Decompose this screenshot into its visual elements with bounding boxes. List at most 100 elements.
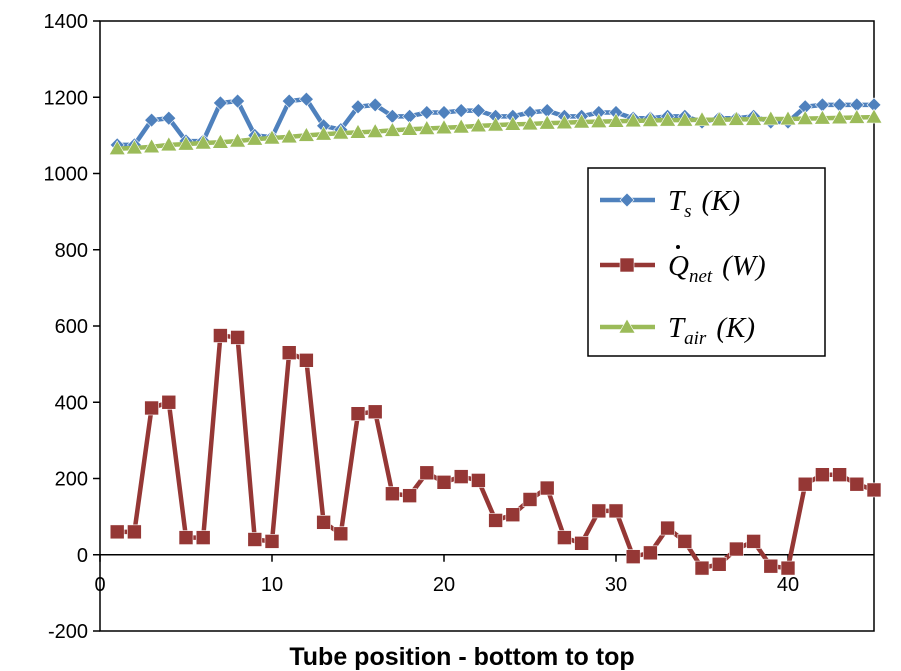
data-point-tair	[435, 119, 453, 135]
data-point-qnet	[815, 467, 830, 482]
data-point-qnet	[109, 524, 125, 540]
data-point-tair	[401, 120, 419, 136]
data-point-tair	[366, 122, 384, 138]
data-point-tair	[280, 128, 298, 144]
data-point-ts	[281, 93, 297, 109]
data-point-tair	[727, 110, 745, 126]
legend-item-ts: Ts (K)	[600, 185, 740, 222]
x-tick-label: 0	[94, 574, 105, 596]
data-point-ts	[350, 99, 366, 115]
data-point-tair	[383, 121, 401, 137]
data-point-tair	[607, 112, 625, 128]
data-point-qnet	[299, 353, 314, 368]
data-point-tair	[624, 112, 642, 128]
data-point-tair	[229, 132, 247, 148]
data-point-qnet	[195, 530, 211, 545]
y-tick-label: 1200	[44, 87, 89, 109]
legend-item-tair: Tair (K)	[600, 312, 755, 349]
dot-accent	[676, 245, 680, 249]
legend-label: Qnet (W)	[668, 250, 766, 287]
data-point-tair	[710, 111, 728, 127]
data-point-qnet	[625, 549, 641, 564]
data-point-qnet	[316, 515, 331, 530]
legend: Ts (K) Qnet (W) Tair (K)	[587, 167, 826, 357]
x-tick-label: 10	[261, 574, 283, 596]
data-point-tair	[418, 119, 436, 135]
data-point-ts	[298, 91, 314, 107]
data-point-qnet	[127, 524, 142, 540]
data-point-tair	[246, 130, 264, 146]
data-point-tair	[315, 125, 333, 141]
data-point-tair	[831, 109, 849, 125]
data-point-qnet	[746, 534, 761, 549]
y-tick-label: 0	[77, 545, 88, 567]
data-point-ts	[367, 97, 383, 113]
data-point-qnet	[161, 394, 177, 410]
data-point-tair	[211, 133, 229, 149]
data-point-qnet	[436, 475, 452, 490]
data-point-qnet	[281, 345, 297, 360]
data-point-tair	[143, 138, 161, 154]
data-point-tair	[590, 113, 608, 128]
legend-label: Tair (K)	[668, 312, 755, 349]
y-tick-label: 1400	[44, 11, 89, 33]
data-point-qnet	[333, 526, 349, 542]
x-tick-label: 40	[777, 574, 799, 596]
data-point-tair	[573, 113, 591, 129]
y-tick-label: 1000	[44, 164, 89, 186]
x-axis-label: Tube position - bottom to top	[289, 643, 634, 671]
data-point-qnet	[677, 534, 693, 549]
x-tick-label: 20	[433, 574, 455, 596]
data-point-qnet	[144, 400, 159, 416]
data-point-tair	[848, 108, 866, 124]
data-point-tair	[745, 110, 763, 126]
data-point-qnet	[660, 520, 675, 536]
data-point-qnet	[763, 558, 779, 574]
data-point-qnet	[264, 534, 280, 549]
data-point-tair	[865, 108, 883, 124]
data-point-qnet	[591, 503, 607, 519]
data-point-qnet	[866, 482, 882, 498]
data-point-qnet	[643, 545, 658, 561]
data-point-tair	[194, 134, 212, 150]
series-tair	[108, 108, 883, 156]
data-point-qnet	[488, 513, 503, 528]
y-tick-label: -200	[48, 621, 88, 643]
data-point-qnet	[797, 476, 813, 492]
data-point-qnet	[505, 507, 521, 523]
data-point-qnet	[385, 486, 400, 502]
data-point-qnet	[471, 473, 486, 488]
data-point-tair	[641, 111, 659, 127]
y-tick-label: 800	[55, 240, 88, 262]
data-point-qnet	[453, 469, 469, 484]
data-point-tair	[538, 114, 556, 130]
data-point-tair	[693, 111, 711, 127]
data-point-ts	[453, 103, 469, 119]
data-point-tair	[452, 118, 470, 134]
data-point-qnet	[849, 476, 865, 492]
data-point-qnet	[230, 330, 245, 345]
series-layer	[108, 91, 883, 576]
data-point-qnet	[557, 530, 572, 545]
data-point-ts	[161, 110, 177, 126]
data-point-tair	[349, 123, 367, 139]
data-point-tair	[487, 116, 505, 132]
data-point-tair	[555, 114, 573, 130]
legend-item-qnet: Qnet (W)	[600, 245, 766, 287]
data-point-qnet	[350, 406, 366, 421]
legend-swatch-marker	[619, 257, 635, 273]
data-point-qnet	[247, 532, 263, 547]
y-axis: -200 0 200 400 600 800 1000 1200 1400	[44, 11, 100, 643]
y-tick-label: 600	[55, 316, 88, 338]
data-point-tair	[504, 115, 522, 131]
data-point-tair	[125, 139, 143, 155]
y-tick-label: 200	[55, 469, 88, 491]
data-point-qnet	[729, 541, 744, 557]
data-point-tair	[521, 115, 539, 131]
data-point-tair	[796, 109, 814, 125]
data-point-tair	[297, 126, 315, 142]
legend-swatch-marker	[619, 192, 635, 208]
data-point-qnet	[694, 560, 710, 576]
data-point-tair	[779, 110, 797, 126]
